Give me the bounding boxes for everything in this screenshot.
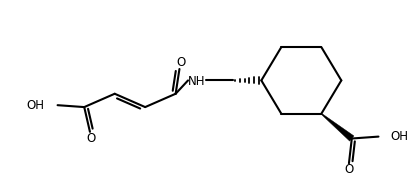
Text: OH: OH <box>390 130 408 143</box>
Polygon shape <box>321 113 354 141</box>
Text: O: O <box>86 132 96 145</box>
Text: O: O <box>344 163 354 176</box>
Text: O: O <box>177 56 186 69</box>
Text: NH: NH <box>188 75 205 88</box>
Text: OH: OH <box>26 99 44 112</box>
